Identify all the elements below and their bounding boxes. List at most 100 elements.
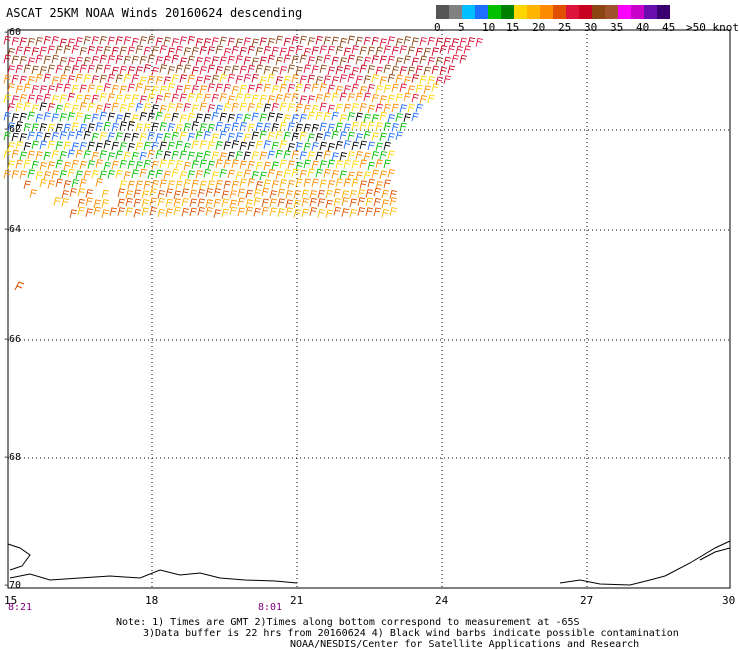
wind-barb (51, 54, 60, 64)
wind-barb (291, 114, 300, 123)
wind-barb (303, 178, 312, 188)
wind-barb (279, 83, 288, 93)
wind-barb (151, 104, 160, 114)
wind-barb (295, 142, 304, 152)
wind-barb (231, 45, 240, 55)
wind-barb (171, 150, 180, 160)
wind-barb (167, 47, 176, 57)
wind-barb (403, 113, 412, 122)
wind-barb (211, 151, 220, 160)
map-frame (7, 29, 731, 589)
wind-barb (101, 199, 110, 208)
wind-barb (383, 141, 392, 151)
wind-barb (327, 45, 336, 55)
lon-label-27: 27 (580, 594, 594, 607)
wind-barb (275, 76, 284, 85)
wind-barb (219, 152, 228, 161)
legend-swatch (501, 5, 514, 19)
wind-barb (157, 197, 166, 207)
wind-barb (7, 142, 16, 151)
wind-barb (207, 46, 216, 55)
wind-barb (47, 85, 56, 94)
wind-barb (311, 104, 320, 114)
wind-barb (267, 112, 276, 121)
wind-barb (287, 46, 296, 56)
wind-barb (307, 111, 316, 121)
wind-barb (283, 37, 292, 47)
wind-barb (255, 64, 264, 74)
wind-barb (271, 102, 280, 112)
wind-barb (343, 159, 352, 169)
wind-barb (15, 46, 24, 55)
wind-barb (283, 93, 292, 102)
wind-barb (187, 35, 196, 45)
wind-barb (27, 131, 36, 141)
wind-barb (139, 132, 148, 142)
wind-barb (165, 208, 174, 217)
wind-barb (71, 142, 80, 151)
wind-barb (387, 150, 396, 160)
wind-barb (83, 114, 92, 123)
wind-barb (367, 161, 376, 171)
wind-barb (15, 121, 24, 130)
wind-barb (279, 47, 288, 57)
wind-barb (191, 46, 200, 56)
wind-barb (39, 140, 48, 150)
wind-barb (199, 46, 208, 55)
wind-barb (55, 45, 64, 55)
wind-barb (375, 66, 384, 76)
wind-barb (253, 207, 262, 217)
wind-barb (155, 150, 164, 159)
wind-barb (299, 75, 308, 84)
wind-barb (419, 37, 428, 46)
wind-barb (331, 76, 340, 85)
wind-barb (211, 111, 220, 121)
wind-barb (223, 141, 232, 150)
wind-barb (7, 103, 16, 112)
wind-barb (399, 45, 408, 54)
wind-barb (135, 142, 144, 151)
wind-barb (59, 94, 68, 104)
wind-barb (287, 179, 296, 189)
wind-barb (245, 206, 254, 216)
wind-barb (279, 121, 288, 131)
wind-barb (311, 123, 320, 133)
wind-barb (195, 152, 204, 161)
wind-barb (231, 122, 240, 131)
wind-barb (367, 141, 376, 151)
wind-barb (95, 122, 104, 131)
wind-barb (119, 159, 128, 169)
legend-swatch (449, 5, 462, 19)
wind-barb (31, 104, 40, 113)
legend-label-40: 40 (636, 21, 650, 34)
wind-barb (311, 160, 320, 170)
wind-barb (179, 131, 188, 141)
wind-barb (319, 122, 328, 132)
wind-barb (315, 93, 324, 103)
wind-barb (229, 190, 238, 199)
wind-barb (359, 85, 368, 95)
wind-barb (379, 132, 388, 142)
wind-barb (279, 159, 288, 169)
wind-barb (15, 85, 24, 94)
wind-barb (69, 187, 78, 197)
wind-barb (99, 54, 108, 64)
wind-barb (223, 159, 232, 168)
wind-barb (75, 37, 84, 46)
wind-barb (147, 131, 156, 141)
wind-barb (381, 189, 390, 199)
wind-barb (231, 159, 240, 168)
wind-barb (247, 178, 256, 187)
wind-barb (351, 141, 360, 151)
wind-barb (351, 121, 360, 131)
wind-barb (351, 45, 360, 54)
wind-barb (237, 197, 246, 207)
wind-barb (443, 37, 452, 47)
wind-barb (351, 83, 360, 93)
wind-barb (317, 208, 326, 218)
wind-barb (243, 37, 252, 46)
wind-barb (331, 56, 340, 66)
legend-swatch (566, 5, 579, 19)
wind-barb (117, 198, 126, 208)
wind-barb (191, 140, 200, 149)
